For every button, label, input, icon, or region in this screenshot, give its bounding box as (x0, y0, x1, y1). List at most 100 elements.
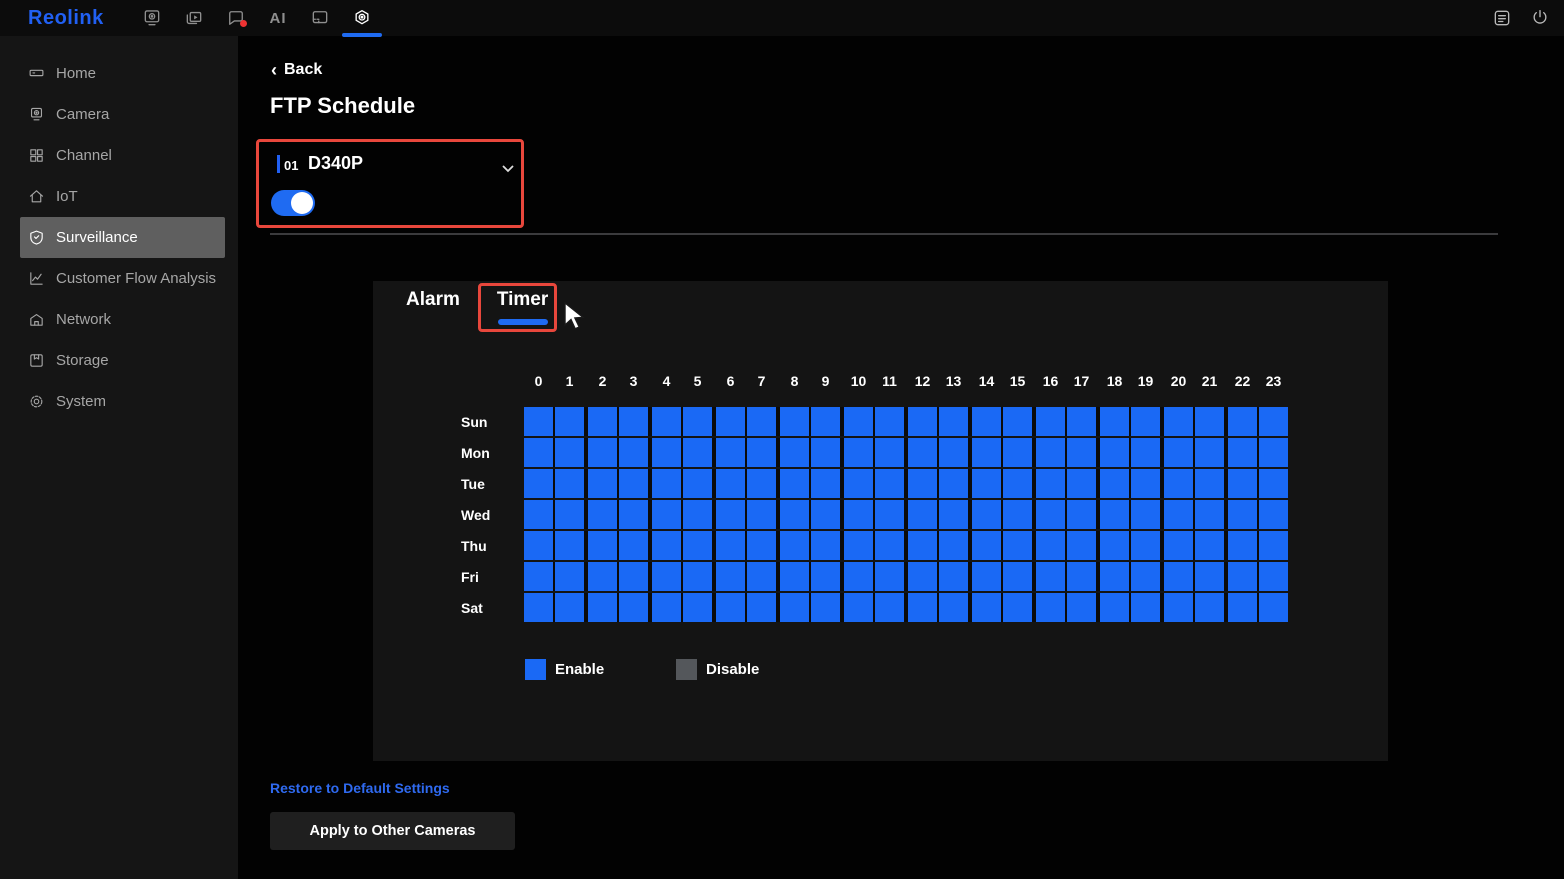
schedule-cell[interactable] (1195, 531, 1224, 560)
schedule-cell[interactable] (1259, 500, 1288, 529)
schedule-cell[interactable] (524, 469, 553, 498)
schedule-cell[interactable] (1100, 593, 1129, 622)
schedule-cell[interactable] (588, 500, 617, 529)
schedule-cell[interactable] (972, 593, 1001, 622)
schedule-cell[interactable] (683, 593, 712, 622)
schedule-cell[interactable] (716, 593, 745, 622)
schedule-cell[interactable] (716, 438, 745, 467)
schedule-cell[interactable] (524, 593, 553, 622)
schedule-cell[interactable] (908, 407, 937, 436)
sidebar-item-customer-flow-analysis[interactable]: Customer Flow Analysis (20, 258, 225, 299)
schedule-cell[interactable] (747, 469, 776, 498)
schedule-cell[interactable] (524, 407, 553, 436)
schedule-cell[interactable] (780, 407, 809, 436)
schedule-cell[interactable] (652, 438, 681, 467)
tab-alarm[interactable]: Alarm (406, 289, 460, 325)
schedule-cell[interactable] (972, 562, 1001, 591)
sidebar-item-camera[interactable]: Camera (20, 94, 225, 135)
schedule-cell[interactable] (1164, 500, 1193, 529)
floating-window-icon[interactable] (306, 0, 334, 36)
schedule-cell[interactable] (683, 438, 712, 467)
schedule-cell[interactable] (844, 531, 873, 560)
schedule-cell[interactable] (747, 407, 776, 436)
schedule-cell[interactable] (1100, 438, 1129, 467)
schedule-cell[interactable] (652, 531, 681, 560)
camera-view-icon[interactable] (138, 0, 166, 36)
schedule-cell[interactable] (1164, 593, 1193, 622)
schedule-cell[interactable] (1036, 407, 1065, 436)
schedule-cell[interactable] (619, 500, 648, 529)
schedule-cell[interactable] (619, 562, 648, 591)
schedule-cell[interactable] (1036, 438, 1065, 467)
sidebar-item-home[interactable]: Home (20, 53, 225, 94)
schedule-cell[interactable] (875, 562, 904, 591)
settings-icon[interactable] (342, 0, 382, 37)
schedule-cell[interactable] (1003, 593, 1032, 622)
schedule-cell[interactable] (716, 531, 745, 560)
schedule-cell[interactable] (652, 593, 681, 622)
schedule-cell[interactable] (939, 562, 968, 591)
schedule-cell[interactable] (683, 407, 712, 436)
sidebar-item-iot[interactable]: IoT (20, 176, 225, 217)
schedule-cell[interactable] (875, 531, 904, 560)
sidebar-item-surveillance[interactable]: Surveillance (20, 217, 225, 258)
schedule-cell[interactable] (588, 593, 617, 622)
schedule-cell[interactable] (1228, 562, 1257, 591)
schedule-cell[interactable] (908, 469, 937, 498)
schedule-cell[interactable] (908, 500, 937, 529)
schedule-cell[interactable] (1228, 531, 1257, 560)
schedule-cell[interactable] (555, 562, 584, 591)
schedule-cell[interactable] (780, 593, 809, 622)
schedule-cell[interactable] (683, 469, 712, 498)
schedule-cell[interactable] (844, 500, 873, 529)
chevron-down-icon[interactable] (502, 160, 514, 178)
ftp-enable-toggle[interactable] (271, 190, 315, 216)
schedule-cell[interactable] (875, 438, 904, 467)
schedule-cell[interactable] (780, 562, 809, 591)
schedule-cell[interactable] (972, 469, 1001, 498)
schedule-cell[interactable] (716, 407, 745, 436)
schedule-cell[interactable] (1067, 438, 1096, 467)
schedule-cell[interactable] (1228, 438, 1257, 467)
schedule-cell[interactable] (1259, 438, 1288, 467)
schedule-cell[interactable] (555, 593, 584, 622)
schedule-cell[interactable] (619, 438, 648, 467)
schedule-cell[interactable] (875, 469, 904, 498)
schedule-cell[interactable] (875, 593, 904, 622)
schedule-cell[interactable] (524, 562, 553, 591)
schedule-cell[interactable] (716, 562, 745, 591)
schedule-cell[interactable] (1228, 469, 1257, 498)
schedule-cell[interactable] (1067, 562, 1096, 591)
ai-icon[interactable]: AI (269, 9, 287, 27)
schedule-cell[interactable] (1067, 593, 1096, 622)
schedule-cell[interactable] (1131, 500, 1160, 529)
schedule-cell[interactable] (747, 500, 776, 529)
schedule-cell[interactable] (747, 562, 776, 591)
schedule-cell[interactable] (972, 407, 1001, 436)
schedule-cell[interactable] (652, 562, 681, 591)
schedule-cell[interactable] (908, 562, 937, 591)
schedule-cell[interactable] (1259, 407, 1288, 436)
schedule-cell[interactable] (811, 469, 840, 498)
schedule-cell[interactable] (1195, 469, 1224, 498)
tab-timer[interactable]: Timer (497, 289, 548, 325)
schedule-cell[interactable] (939, 407, 968, 436)
schedule-cell[interactable] (1259, 562, 1288, 591)
schedule-cell[interactable] (747, 531, 776, 560)
schedule-cell[interactable] (1131, 438, 1160, 467)
schedule-cell[interactable] (588, 469, 617, 498)
schedule-cell[interactable] (1195, 593, 1224, 622)
schedule-cell[interactable] (1003, 469, 1032, 498)
schedule-cell[interactable] (811, 593, 840, 622)
schedule-cell[interactable] (1259, 469, 1288, 498)
schedule-cell[interactable] (652, 500, 681, 529)
schedule-cell[interactable] (939, 500, 968, 529)
power-icon[interactable] (1528, 6, 1552, 30)
sidebar-item-system[interactable]: System (20, 381, 225, 422)
schedule-cell[interactable] (1003, 407, 1032, 436)
schedule-cell[interactable] (1100, 407, 1129, 436)
schedule-cell[interactable] (1067, 469, 1096, 498)
restore-defaults-link[interactable]: Restore to Default Settings (270, 780, 450, 796)
schedule-cell[interactable] (1195, 438, 1224, 467)
schedule-cell[interactable] (811, 500, 840, 529)
